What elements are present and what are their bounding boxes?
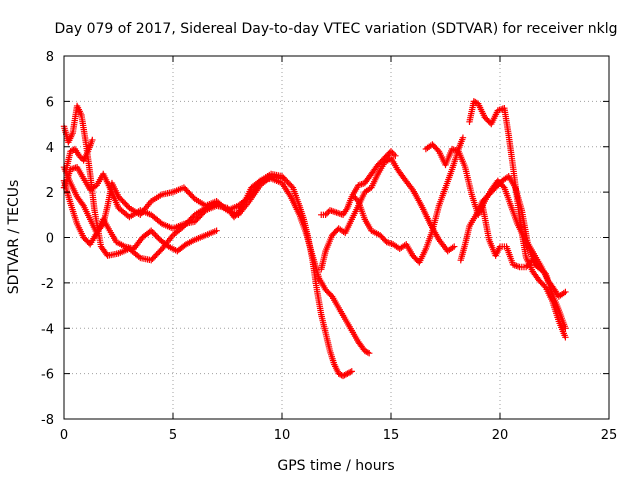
data-point [451,243,458,250]
data-point [541,269,548,276]
series-track-5 [62,136,96,173]
data-point [348,368,355,375]
data-point [149,229,156,236]
data-point [389,149,396,156]
grid-lines [64,56,609,419]
data-point [366,350,373,357]
data-point [459,134,467,141]
series-track-11 [457,173,547,275]
data-point [278,175,286,182]
data-point [67,148,74,155]
series-track-3 [60,163,286,237]
data-point [387,148,395,155]
series-track-6 [318,154,458,273]
data-point [361,347,369,355]
data-point [347,368,354,376]
x-axis-label: GPS time / hours [277,458,394,474]
data-point [344,370,351,377]
chart-title: Day 079 of 2017, Sidereal Day-to-day VTE… [55,21,618,37]
data-point [499,183,507,190]
data-point [336,371,344,378]
data-point [470,98,478,105]
data-marks [60,98,569,380]
y-tick-label: 2 [46,186,54,201]
data-point [152,232,159,239]
data-point [353,196,361,203]
data-point [434,146,441,154]
series-track-2 [60,163,373,357]
series-track-8 [350,134,467,266]
y-tick-label: -2 [41,277,54,292]
y-tick-label: -4 [41,322,54,337]
y-tick-label: 6 [46,95,54,110]
x-tick-label: 10 [274,428,291,443]
x-tick-label: 5 [169,428,177,443]
data-point [213,227,220,234]
data-point [341,371,348,379]
x-tick-label: 25 [601,428,618,443]
x-tick-labels: 0 5 10 15 20 25 [60,428,617,443]
data-point [390,151,398,158]
y-tick-label: 8 [46,50,54,65]
data-point [472,98,479,106]
x-tick-label: 15 [383,428,400,443]
data-point [363,348,370,355]
data-point [288,182,295,190]
y-tick-label: -8 [41,413,54,428]
data-point [153,233,161,240]
data-point [79,201,86,208]
y-tick-label: 4 [46,141,54,156]
data-point [562,325,569,332]
data-point [350,193,358,200]
data-point [364,349,371,356]
y-tick-label: -6 [41,368,54,383]
data-point [77,154,84,161]
data-point [562,334,569,341]
data-point [150,230,158,237]
series-track-4 [60,177,220,255]
data-point [352,194,359,202]
data-point [345,369,353,377]
x-tick-label: 0 [60,428,68,443]
data-point [148,227,155,234]
data-point [342,371,350,378]
data-point [322,211,329,219]
data-point [89,136,96,144]
data-point [327,291,335,299]
data-point [76,152,83,160]
data-point [562,288,569,296]
series-track-12 [479,202,569,332]
data-point [103,250,110,258]
data-point [335,370,342,377]
data-point [339,372,347,380]
x-tick-label: 20 [492,428,509,443]
y-tick-labels: -8 -6 -4 -2 0 2 4 6 8 [41,50,54,428]
y-axis-label: SDTVAR / TECUs [6,180,22,295]
data-point [392,152,399,160]
y-tick-label: 0 [46,232,54,247]
series-track-7 [318,148,399,219]
data-point [323,210,331,217]
axis-ticks [63,55,610,420]
